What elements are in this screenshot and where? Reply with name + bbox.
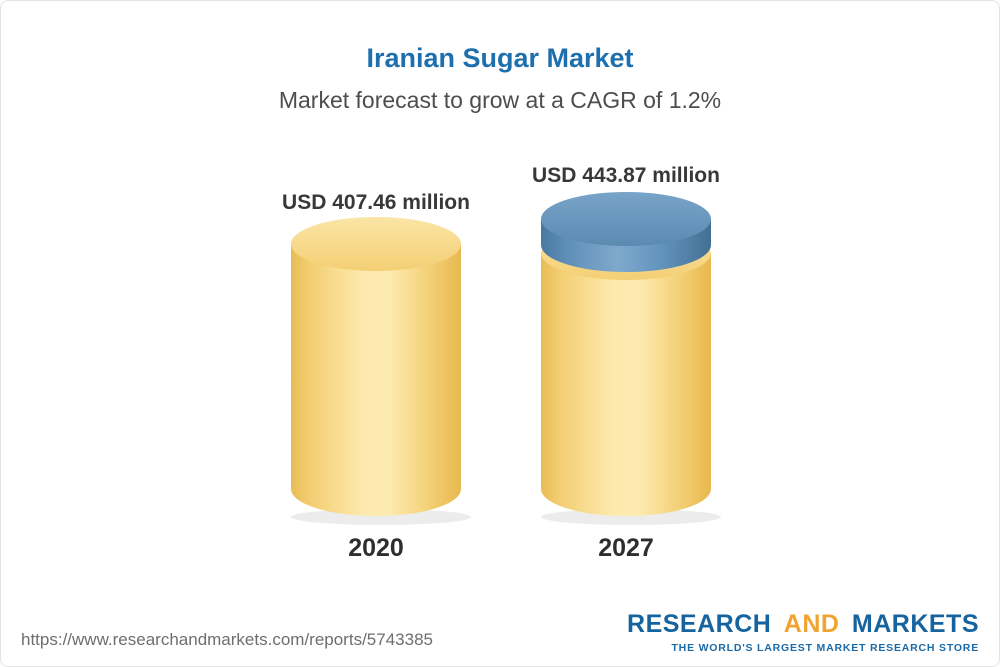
value-label-2027: USD 443.87 million [532,164,720,187]
bar-cylinder-2027 [541,192,721,525]
bar-shadow [291,509,471,525]
researchandmarkets-logo: RESEARCH AND MARKETS THE WORLD'S LARGEST… [627,610,979,654]
bar-shadow [541,509,721,525]
logo-word-markets: MARKETS [851,610,979,638]
logo-wordmark: RESEARCH AND MARKETS [627,610,979,639]
bar-top-gold [291,217,461,271]
growth-cap-top [541,192,711,246]
chart-subtitle: Market forecast to grow at a CAGR of 1.2… [278,87,722,113]
bar-body-gold [291,244,461,516]
chart-title: Iranian Sugar Market [366,43,634,73]
bar-body-gold [541,253,711,516]
category-label-2027: 2027 [598,534,654,562]
logo-tagline: THE WORLD'S LARGEST MARKET RESEARCH STOR… [671,642,979,654]
category-label-2020: 2020 [348,534,404,562]
report-url: https://www.researchandmarkets.com/repor… [21,630,433,649]
logo-word-research: RESEARCH [627,610,772,638]
value-label-2020: USD 407.46 million [282,191,470,214]
logo-word-and: AND [783,610,840,638]
bar-cylinder-2020 [291,217,471,525]
